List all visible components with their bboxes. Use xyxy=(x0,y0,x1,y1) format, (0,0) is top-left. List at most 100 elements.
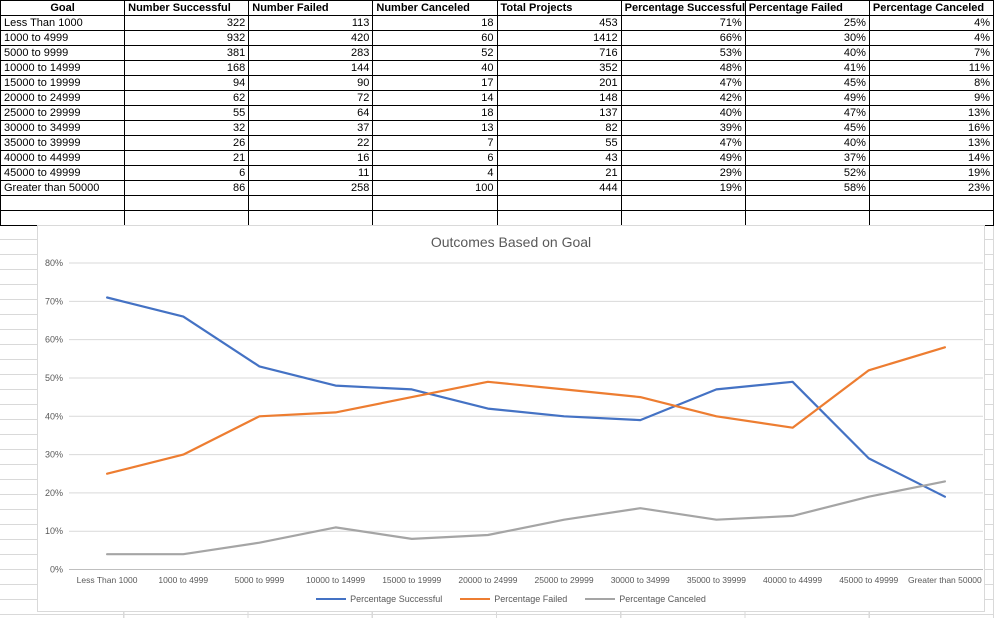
cell[interactable]: 30% xyxy=(744,30,870,46)
column-header[interactable]: Total Projects xyxy=(496,0,622,16)
cell[interactable]: 86 xyxy=(124,180,250,196)
cell[interactable]: 13 xyxy=(372,120,498,136)
cell[interactable]: 11 xyxy=(248,165,374,181)
cell[interactable]: 14% xyxy=(868,150,994,166)
cell[interactable]: 66% xyxy=(620,30,746,46)
column-header[interactable]: Goal xyxy=(0,0,126,16)
cell[interactable]: 25000 to 29999 xyxy=(0,105,126,121)
cell[interactable]: 258 xyxy=(248,180,374,196)
cell[interactable]: 13% xyxy=(868,105,994,121)
empty-cell[interactable] xyxy=(372,195,498,211)
empty-cell[interactable] xyxy=(868,195,994,211)
cell[interactable]: 1000 to 4999 xyxy=(0,30,126,46)
legend-item-percentage-successful[interactable]: Percentage Successful xyxy=(316,594,442,604)
cell[interactable]: 41% xyxy=(744,60,870,76)
cell[interactable]: 82 xyxy=(496,120,622,136)
cell[interactable]: 137 xyxy=(496,105,622,121)
cell[interactable]: 19% xyxy=(620,180,746,196)
cell[interactable]: 17 xyxy=(372,75,498,91)
cell[interactable]: 4% xyxy=(868,30,994,46)
cell[interactable]: 72 xyxy=(248,90,374,106)
cell[interactable]: 10000 to 14999 xyxy=(0,60,126,76)
cell[interactable]: 37% xyxy=(744,150,870,166)
cell[interactable]: 144 xyxy=(248,60,374,76)
column-header[interactable]: Number Failed xyxy=(248,0,374,16)
cell[interactable]: 283 xyxy=(248,45,374,61)
cell[interactable]: 9% xyxy=(868,90,994,106)
cell[interactable]: 62 xyxy=(124,90,250,106)
cell[interactable]: 1412 xyxy=(496,30,622,46)
cell[interactable]: 18 xyxy=(372,105,498,121)
cell[interactable]: 453 xyxy=(496,15,622,31)
empty-cell[interactable] xyxy=(620,210,746,226)
cell[interactable]: 30000 to 34999 xyxy=(0,120,126,136)
cell[interactable]: 40% xyxy=(744,135,870,151)
cell[interactable]: 71% xyxy=(620,15,746,31)
empty-cell[interactable] xyxy=(868,210,994,226)
cell[interactable]: 45% xyxy=(744,75,870,91)
cell[interactable]: 15000 to 19999 xyxy=(0,75,126,91)
cell[interactable]: 35000 to 39999 xyxy=(0,135,126,151)
cell[interactable]: 53% xyxy=(620,45,746,61)
legend-item-percentage-canceled[interactable]: Percentage Canceled xyxy=(585,594,706,604)
cell[interactable]: 40000 to 44999 xyxy=(0,150,126,166)
cell[interactable]: 40% xyxy=(620,105,746,121)
cell[interactable]: 6 xyxy=(372,150,498,166)
cell[interactable]: 16% xyxy=(868,120,994,136)
series-line-percentage-canceled[interactable] xyxy=(105,480,947,556)
cell[interactable]: 48% xyxy=(620,60,746,76)
empty-cell[interactable] xyxy=(124,210,250,226)
column-header[interactable]: Percentage Failed xyxy=(744,0,870,16)
empty-cell[interactable] xyxy=(496,210,622,226)
cell[interactable]: 13% xyxy=(868,135,994,151)
cell[interactable]: Less Than 1000 xyxy=(0,15,126,31)
cell[interactable]: 6 xyxy=(124,165,250,181)
empty-cell[interactable] xyxy=(248,195,374,211)
cell[interactable]: 5000 to 9999 xyxy=(0,45,126,61)
cell[interactable]: 94 xyxy=(124,75,250,91)
empty-cell[interactable] xyxy=(496,195,622,211)
cell[interactable]: 55 xyxy=(124,105,250,121)
cell[interactable]: 100 xyxy=(372,180,498,196)
cell[interactable]: 90 xyxy=(248,75,374,91)
cell[interactable]: 11% xyxy=(868,60,994,76)
cell[interactable]: 43 xyxy=(496,150,622,166)
empty-cell[interactable] xyxy=(744,195,870,211)
cell[interactable]: 18 xyxy=(372,15,498,31)
cell[interactable]: 22 xyxy=(248,135,374,151)
legend-item-percentage-failed[interactable]: Percentage Failed xyxy=(460,594,567,604)
cell[interactable]: 55 xyxy=(496,135,622,151)
cell[interactable]: 32 xyxy=(124,120,250,136)
cell[interactable]: 49% xyxy=(620,150,746,166)
cell[interactable]: 23% xyxy=(868,180,994,196)
empty-cell[interactable] xyxy=(744,210,870,226)
cell[interactable]: 45% xyxy=(744,120,870,136)
cell[interactable]: 7% xyxy=(868,45,994,61)
cell[interactable]: 49% xyxy=(744,90,870,106)
empty-cell[interactable] xyxy=(0,210,126,226)
cell[interactable]: 113 xyxy=(248,15,374,31)
cell[interactable]: 37 xyxy=(248,120,374,136)
cell[interactable]: 420 xyxy=(248,30,374,46)
chart-title[interactable]: Outcomes Based on Goal xyxy=(430,234,592,250)
cell[interactable]: 47% xyxy=(620,135,746,151)
cell[interactable]: 14 xyxy=(372,90,498,106)
cell[interactable]: 25% xyxy=(744,15,870,31)
series-line-percentage-failed[interactable] xyxy=(105,346,947,475)
cell[interactable]: 352 xyxy=(496,60,622,76)
cell[interactable]: 20000 to 24999 xyxy=(0,90,126,106)
cell[interactable]: 26 xyxy=(124,135,250,151)
column-header[interactable]: Number Canceled xyxy=(372,0,498,16)
empty-cell[interactable] xyxy=(620,195,746,211)
cell[interactable]: 42% xyxy=(620,90,746,106)
cell[interactable]: 932 xyxy=(124,30,250,46)
cell[interactable]: 444 xyxy=(496,180,622,196)
empty-cell[interactable] xyxy=(248,210,374,226)
cell[interactable]: 47% xyxy=(744,105,870,121)
cell[interactable]: 21 xyxy=(124,150,250,166)
cell[interactable]: 40 xyxy=(372,60,498,76)
cell[interactable]: 8% xyxy=(868,75,994,91)
empty-cell[interactable] xyxy=(124,195,250,211)
cell[interactable]: 4% xyxy=(868,15,994,31)
column-header[interactable]: Percentage Successful xyxy=(620,0,746,16)
